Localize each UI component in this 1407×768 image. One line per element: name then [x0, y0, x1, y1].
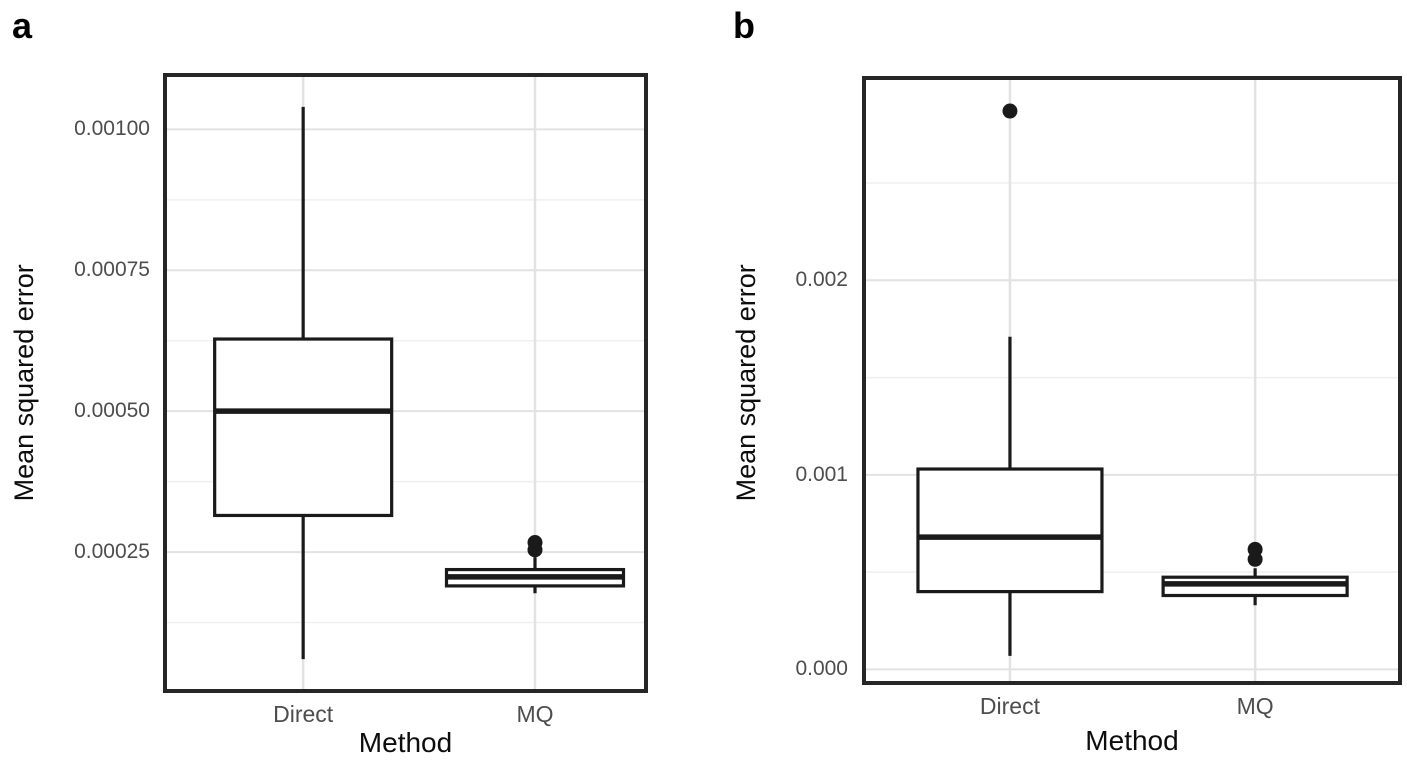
panel-a-svg	[163, 73, 648, 693]
y-tick-label: 0.00075	[74, 258, 150, 282]
x-tick-label-direct: Direct	[979, 693, 1040, 719]
panel-a-plot-area	[163, 73, 648, 693]
panel-b-plot-area	[862, 76, 1402, 685]
outlier-point-mq	[527, 535, 543, 551]
y-tick-label: 0.000	[795, 657, 848, 681]
outlier-point-mq	[1247, 541, 1263, 557]
box-direct	[213, 337, 394, 518]
panel-a-x-axis-title: Method	[358, 727, 453, 758]
y-tick-label: 0.002	[795, 268, 848, 292]
panel-b-svg	[862, 76, 1402, 685]
panel-border	[163, 73, 648, 693]
y-tick-label: 0.00100	[74, 117, 150, 141]
panel-border	[862, 76, 1402, 685]
x-tick-label-direct: Direct	[273, 701, 334, 727]
box-direct	[916, 467, 1104, 594]
y-tick-label: 0.00050	[74, 399, 150, 423]
outlier-point-direct	[1002, 103, 1018, 119]
y-tick-label: 0.00025	[74, 540, 150, 564]
panel-b-x-axis-title: Method	[1085, 725, 1179, 756]
panel-b-letter: b	[733, 5, 755, 46]
x-tick-label-mq: MQ	[1236, 693, 1274, 719]
x-tick-label-mq: MQ	[516, 701, 554, 727]
y-tick-label: 0.001	[795, 462, 848, 486]
panel-a-letter: a	[12, 5, 33, 46]
